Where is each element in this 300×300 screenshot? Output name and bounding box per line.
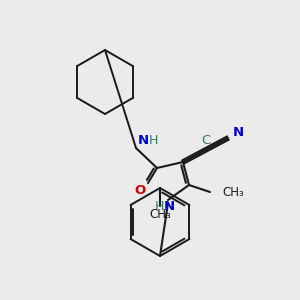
Text: CH₃: CH₃ xyxy=(222,185,244,199)
Text: N: N xyxy=(232,125,244,139)
Text: H: H xyxy=(148,134,158,146)
Text: C: C xyxy=(201,134,211,146)
Text: N: N xyxy=(137,134,148,146)
Text: CH₃: CH₃ xyxy=(149,208,171,220)
Text: N: N xyxy=(164,200,175,214)
Text: H: H xyxy=(154,200,164,214)
Text: O: O xyxy=(134,184,146,197)
